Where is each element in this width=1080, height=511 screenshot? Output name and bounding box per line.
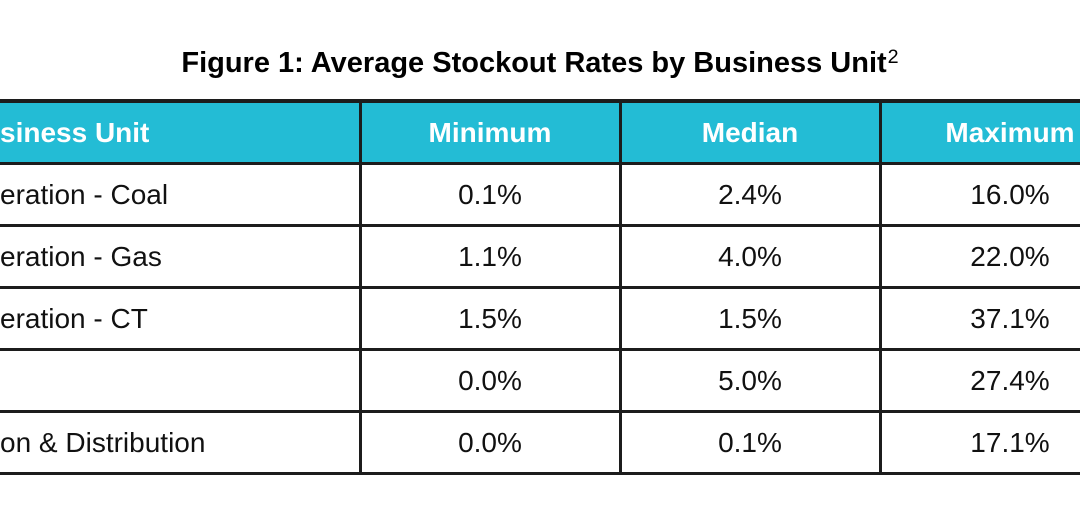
column-header-business-unit: siness Unit [0, 99, 362, 165]
table-header-row: siness Unit Minimum Median Maximum [0, 99, 1080, 165]
cell-minimum: 1.1% [358, 224, 622, 289]
column-header-maximum: Maximum [878, 99, 1080, 165]
cell-maximum: 27.4% [878, 348, 1080, 413]
cell-minimum: 0.1% [358, 162, 622, 227]
table-row: eration - Gas 1.1% 4.0% 22.0% [0, 224, 1080, 289]
cell-median: 1.5% [618, 286, 882, 351]
cell-business-unit: eration - Gas [0, 224, 362, 289]
stockout-rates-table: siness Unit Minimum Median Maximum erati… [0, 99, 1080, 475]
cell-business-unit: eration - CT [0, 286, 362, 351]
figure-title: Figure 1: Average Stockout Rates by Busi… [0, 45, 1080, 80]
cell-minimum: 1.5% [358, 286, 622, 351]
cell-business-unit: eration - Coal [0, 162, 362, 227]
cell-minimum: 0.0% [358, 410, 622, 475]
cell-median: 0.1% [618, 410, 882, 475]
cell-minimum: 0.0% [358, 348, 622, 413]
table-row: 0.0% 5.0% 27.4% [0, 348, 1080, 413]
column-header-minimum: Minimum [358, 99, 622, 165]
table-row: eration - Coal 0.1% 2.4% 16.0% [0, 162, 1080, 227]
figure-title-text: Figure 1: Average Stockout Rates by Busi… [181, 47, 887, 79]
cell-median: 4.0% [618, 224, 882, 289]
cell-median: 2.4% [618, 162, 882, 227]
cell-maximum: 16.0% [878, 162, 1080, 227]
table-row: eration - CT 1.5% 1.5% 37.1% [0, 286, 1080, 351]
stockout-table-wrapper: siness Unit Minimum Median Maximum erati… [0, 99, 1080, 475]
footnote-superscript: 2 [887, 45, 899, 68]
cell-business-unit: on & Distribution [0, 410, 362, 475]
cell-maximum: 22.0% [878, 224, 1080, 289]
table-row: on & Distribution 0.0% 0.1% 17.1% [0, 410, 1080, 475]
cell-median: 5.0% [618, 348, 882, 413]
cell-maximum: 37.1% [878, 286, 1080, 351]
cell-maximum: 17.1% [878, 410, 1080, 475]
column-header-median: Median [618, 99, 882, 165]
cell-business-unit [0, 348, 362, 413]
